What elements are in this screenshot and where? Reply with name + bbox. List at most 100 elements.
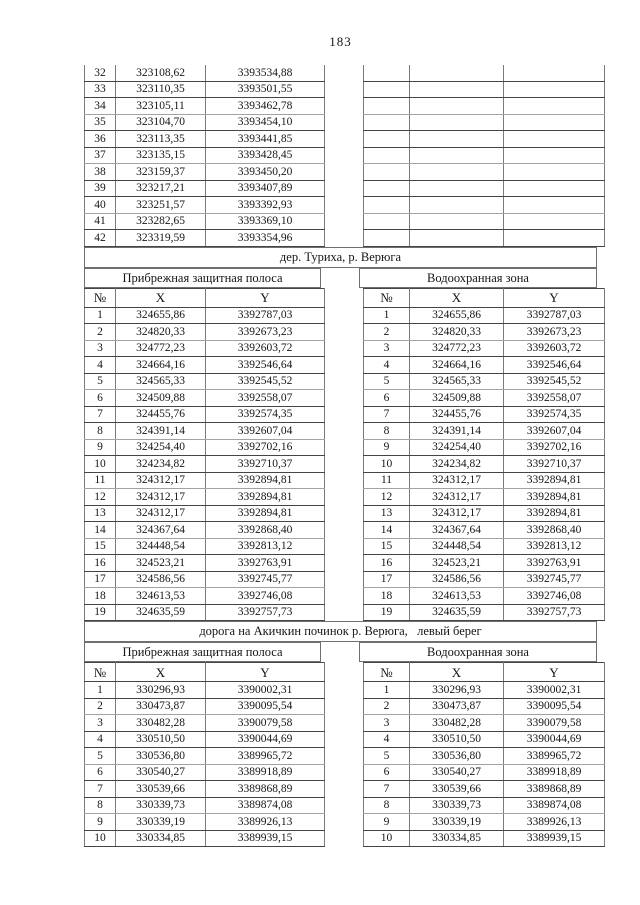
table-cell [363,113,410,131]
table-cell: 11 [84,471,116,489]
table-cell: 3393534,88 [205,65,325,82]
table-row: 41 323282,65 3393369,10 [84,212,325,230]
table-gap [321,642,359,662]
coords-table-left: № X Y 1 330296,93 3390002,31 2 330473,87 3390095… [84,662,325,847]
table-row: 9 330339,19 3389926,13 [363,813,605,831]
table-cell: 7 [84,780,116,798]
table-gap [321,268,359,288]
table-cell: 3390079,58 [503,714,605,732]
zone-header-right: Водоохранная зона [359,642,597,662]
table-row: 7 330539,66 3389868,89 [84,780,325,798]
table-cell: 5 [84,372,116,390]
table-cell: 16 [84,554,116,572]
table-cell: 3392894,81 [205,504,325,522]
section-title: дер. Туриха, р. Верюга [84,246,597,268]
table-row: 5 324565,33 3392545,52 [84,372,325,390]
table-cell: 3389918,89 [503,763,605,781]
table-row: 16 324523,21 3392763,91 [84,554,325,572]
table-cell [409,113,504,131]
table-cell: 7 [363,405,410,423]
column-header: X [409,287,504,308]
table-cell [503,196,605,214]
table-row: 42 323319,59 3393354,96 [84,229,325,247]
table-cell: 324820,33 [115,323,206,341]
table-cell [363,80,410,98]
table-cell: 6 [363,389,410,407]
table-cell [503,113,605,131]
table-cell: 4 [84,356,116,374]
table-cell: 324455,76 [115,405,206,423]
table-cell: 324772,23 [409,339,504,357]
table-cell: 324312,17 [115,504,206,522]
table-cell: 330510,50 [115,730,206,748]
table-cell: 8 [84,422,116,440]
table-row: 9 324254,40 3392702,16 [363,438,605,456]
table-cell: 330482,28 [409,714,504,732]
column-header: № [84,662,116,682]
table-cell: 9 [363,438,410,456]
table-row: 19 324635,59 3392757,73 [363,603,605,621]
table-cell: 324509,88 [409,389,504,407]
table-cell: 3392868,40 [503,521,605,539]
table-cell: 3 [363,339,410,357]
table-cell: 323282,65 [115,212,206,230]
table-row: 19 324635,59 3392757,73 [84,603,325,621]
table-row: 7 330539,66 3389868,89 [363,780,605,798]
column-header-row: № X Y [363,287,605,308]
table-row: 18 324613,53 3392746,08 [363,587,605,605]
table-cell: 324772,23 [115,339,206,357]
table-cell: 1 [363,681,410,699]
table-row: 2 324820,33 3392673,23 [84,323,325,341]
table-cell [503,146,605,164]
table-row [363,97,605,115]
table-cell: 3393454,10 [205,113,325,131]
table-cell: 3389939,15 [205,829,325,847]
table-cell: 36 [84,130,116,148]
table-row: 4 324664,16 3392546,64 [84,356,325,374]
table-cell: 12 [363,488,410,506]
table-row: 8 330339,73 3389874,08 [84,796,325,814]
table-cell [363,163,410,181]
table-row: 9 324254,40 3392702,16 [84,438,325,456]
table-cell: 324391,14 [115,422,206,440]
table-cell: 324312,17 [409,488,504,506]
column-header: X [409,662,504,682]
table-cell: 2 [84,697,116,715]
table-cell: 3392746,08 [205,587,325,605]
table-row: 8 330339,73 3389874,08 [363,796,605,814]
column-header: № [363,662,410,682]
table-cell: 34 [84,97,116,115]
table-cell: 10 [363,829,410,847]
table-cell: 16 [363,554,410,572]
column-header: Y [205,287,325,308]
table-cell: 324613,53 [409,587,504,605]
table-cell: 330539,66 [409,780,504,798]
table-cell: 3392603,72 [503,339,605,357]
table-cell: 3389926,13 [503,813,605,831]
table-row: 12 324312,17 3392894,81 [84,488,325,506]
table-row: 13 324312,17 3392894,81 [84,504,325,522]
table-cell: 13 [84,504,116,522]
table-row: 6 324509,88 3392558,07 [84,389,325,407]
table-row: 3 324772,23 3392603,72 [363,339,605,357]
table-row: 7 324455,76 3392574,35 [363,405,605,423]
table-cell: 11 [363,471,410,489]
table-row [363,130,605,148]
table-row: 2 330473,87 3390095,54 [363,697,605,715]
table-cell: 324820,33 [409,323,504,341]
table-cell: 3392545,52 [503,372,605,390]
table-cell: 330539,66 [115,780,206,798]
table-cell [409,146,504,164]
table-row: 11 324312,17 3392894,81 [84,471,325,489]
table-cell: 324509,88 [115,389,206,407]
table-cell: 324523,21 [115,554,206,572]
table-cell: 3392746,08 [503,587,605,605]
table-row: 14 324367,64 3392868,40 [84,521,325,539]
table-cell: 3392894,81 [205,488,325,506]
table-row [363,179,605,197]
table-cell: 15 [363,537,410,555]
table-cell: 3393450,20 [205,163,325,181]
table-cell: 17 [363,570,410,588]
table-cell: 3389868,89 [205,780,325,798]
coordinate-tables: 32 323108,62 3393534,88 33 323110,35 3393501,… [84,65,605,847]
